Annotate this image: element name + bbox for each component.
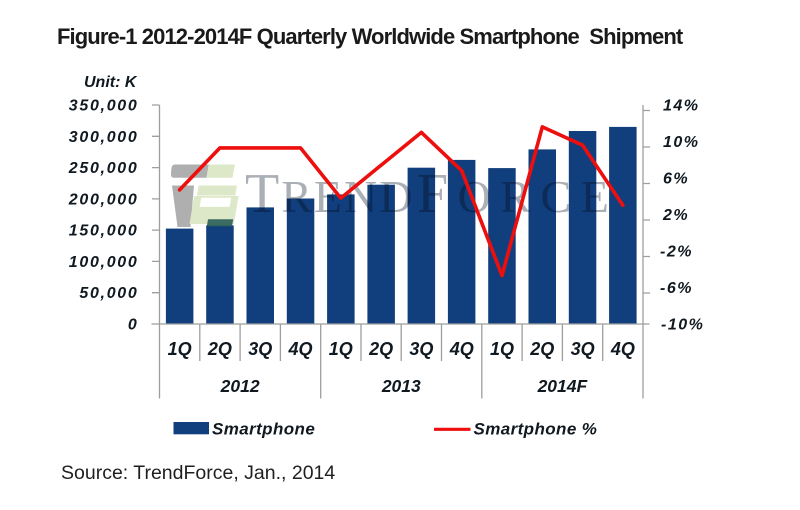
- svg-text:2014F: 2014F: [537, 376, 589, 396]
- svg-text:3Q: 3Q: [409, 339, 433, 359]
- svg-text:-6%: -6%: [660, 280, 693, 297]
- svg-text:50,000: 50,000: [79, 285, 138, 302]
- svg-text:Smartphone %: Smartphone %: [474, 420, 598, 439]
- svg-text:1Q: 1Q: [168, 339, 192, 359]
- svg-text:Source: TrendForce, Jan., 2014: Source: TrendForce, Jan., 2014: [61, 462, 335, 484]
- svg-text:3Q: 3Q: [248, 339, 272, 359]
- svg-text:FORCE: FORCE: [417, 163, 618, 225]
- svg-text:Figure-1 2012-2014F Quarterly: Figure-1 2012-2014F Quarterly Worldwide …: [57, 24, 684, 49]
- svg-text:200,000: 200,000: [68, 191, 139, 208]
- svg-text:-10%: -10%: [661, 317, 704, 334]
- svg-text:2Q: 2Q: [368, 339, 393, 359]
- svg-text:TREND: TREND: [245, 163, 414, 225]
- svg-text:4Q: 4Q: [449, 339, 474, 359]
- svg-text:4Q: 4Q: [287, 339, 312, 359]
- svg-text:14%: 14%: [663, 98, 700, 115]
- svg-text:350,000: 350,000: [69, 98, 139, 115]
- svg-text:3Q: 3Q: [571, 339, 595, 359]
- svg-text:2012: 2012: [220, 376, 260, 396]
- svg-text:10%: 10%: [663, 134, 700, 151]
- svg-text:4Q: 4Q: [610, 339, 635, 359]
- svg-text:Smartphone: Smartphone: [212, 420, 315, 439]
- svg-text:6%: 6%: [663, 171, 689, 188]
- svg-text:300,000: 300,000: [69, 129, 139, 146]
- svg-text:2%: 2%: [662, 207, 689, 224]
- svg-text:-2%: -2%: [660, 244, 693, 261]
- svg-text:100,000: 100,000: [69, 254, 139, 271]
- svg-text:2013: 2013: [381, 376, 421, 396]
- svg-text:1Q: 1Q: [490, 339, 514, 359]
- svg-text:Unit: K: Unit: K: [84, 74, 138, 91]
- svg-text:150,000: 150,000: [69, 223, 139, 240]
- svg-text:0: 0: [128, 317, 139, 334]
- svg-text:2Q: 2Q: [529, 339, 554, 359]
- svg-text:250,000: 250,000: [68, 160, 139, 177]
- svg-text:2Q: 2Q: [207, 339, 232, 359]
- svg-text:1Q: 1Q: [329, 339, 353, 359]
